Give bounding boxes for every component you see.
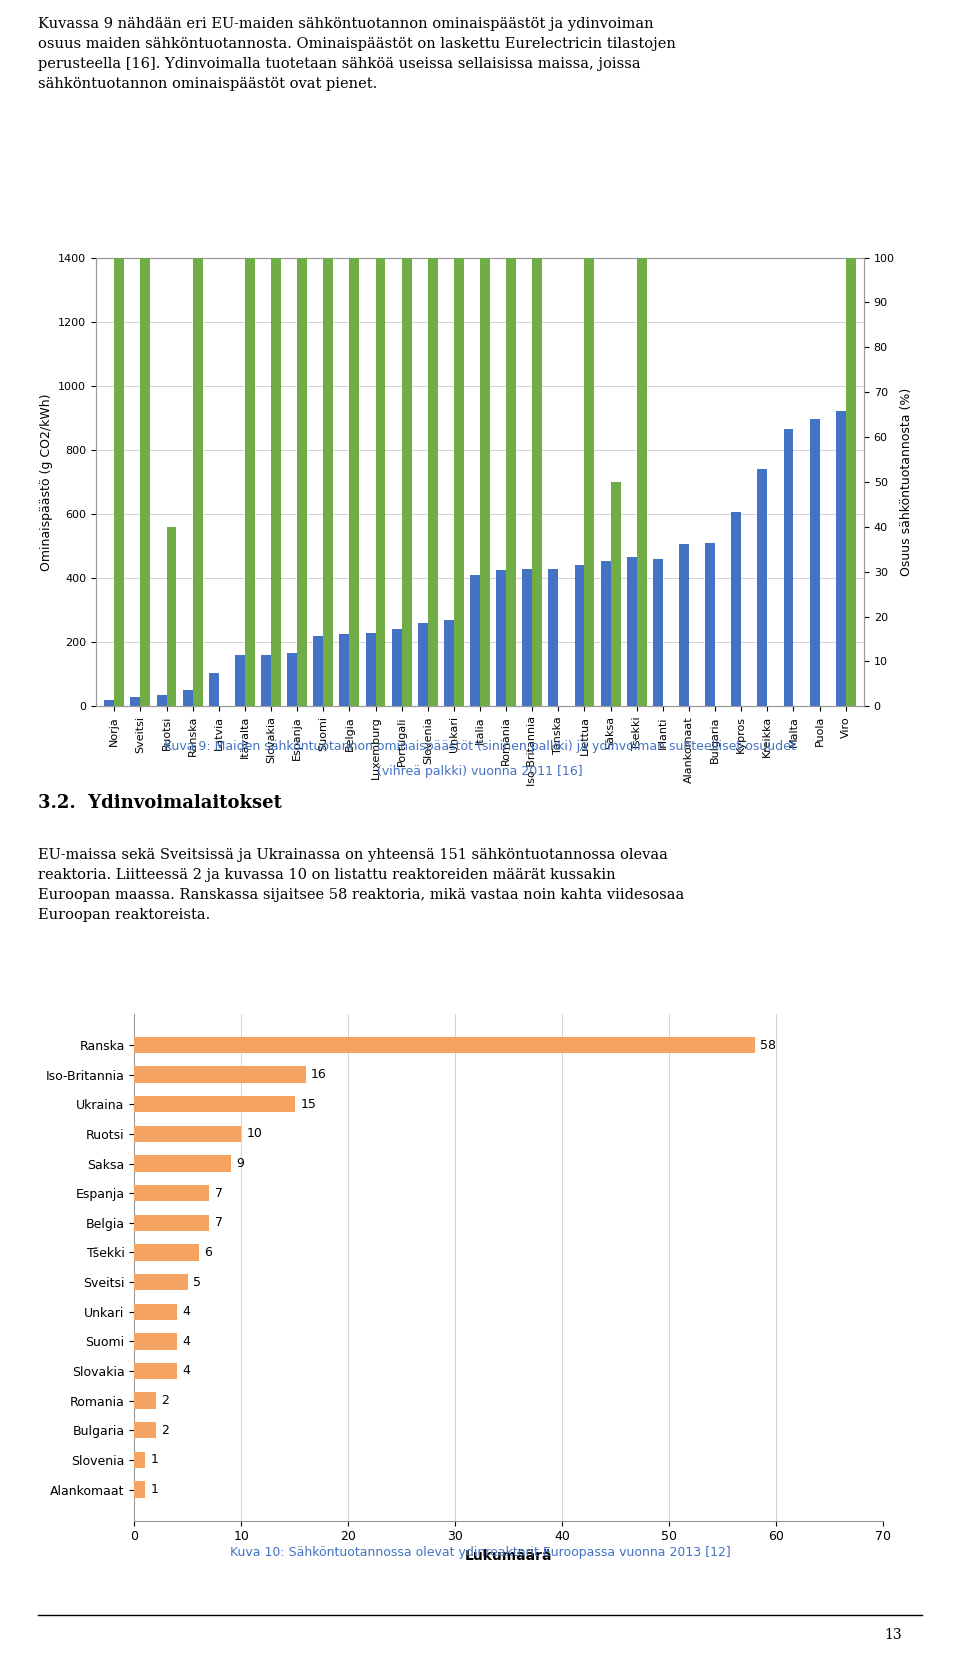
Bar [313,637,324,706]
Bar [418,623,428,706]
Bar [496,570,506,706]
Bar [134,1037,755,1054]
Bar [114,0,124,706]
Bar [134,1245,199,1260]
Text: 9: 9 [236,1157,244,1170]
Text: 2: 2 [161,1424,169,1436]
Bar [392,630,401,706]
Bar [287,653,298,706]
Bar [134,1423,156,1438]
Bar [298,0,307,706]
Text: Kuva 10: Sähköntuotannossa olevat ydinreaktorit Euroopassa vuonna 2013 [12]: Kuva 10: Sähköntuotannossa olevat ydinre… [229,1546,731,1559]
Bar [340,635,349,706]
Bar [585,0,594,706]
Bar [134,1451,145,1468]
Bar [401,0,412,706]
Text: 1: 1 [151,1453,158,1466]
Text: 2: 2 [161,1394,169,1408]
Bar [611,482,620,706]
Text: Kuvassa 9 nähdään eri EU-maiden sähköntuotannon ominaispäästöt ja ydinvoiman
osu: Kuvassa 9 nähdään eri EU-maiden sähköntu… [38,17,676,91]
Bar [653,558,662,706]
Bar [532,0,542,706]
Bar [454,0,464,706]
Bar [134,1097,295,1112]
Bar [428,0,438,706]
Bar [131,696,140,706]
Bar [506,0,516,706]
Bar [480,0,490,706]
Bar [193,0,203,706]
X-axis label: Lukumäärä: Lukumäärä [465,1549,553,1562]
Bar [209,673,219,706]
Bar [134,1155,230,1172]
Bar [627,557,636,706]
Bar [134,1303,178,1320]
Bar [757,469,767,706]
Text: 7: 7 [215,1217,223,1230]
Bar [261,655,271,706]
Text: Kuva 9: Maiden sähköntuotannon ominaispäästöt (sininen palkki) ja ydinvoiman suh: Kuva 9: Maiden sähköntuotannon ominaispä… [164,740,796,753]
Bar [846,0,855,706]
Y-axis label: Osuus sähköntuotannosta (%): Osuus sähköntuotannosta (%) [900,387,913,577]
Text: (vihreä palkki) vuonna 2011 [16]: (vihreä palkki) vuonna 2011 [16] [377,765,583,778]
Text: 4: 4 [182,1335,190,1348]
Text: 15: 15 [300,1099,316,1110]
Bar [575,565,585,706]
Text: 10: 10 [247,1127,263,1140]
Bar [601,560,611,706]
Bar [679,545,689,706]
Text: 13: 13 [885,1629,902,1642]
Bar [235,655,245,706]
Text: 4: 4 [182,1305,190,1318]
Bar [522,568,532,706]
Bar [245,0,254,706]
Bar [349,0,359,706]
Bar [732,512,741,706]
Bar [324,0,333,706]
Text: 58: 58 [760,1039,777,1052]
Bar [134,1215,209,1232]
Text: 3.2.  Ydinvoimalaitokset: 3.2. Ydinvoimalaitokset [38,794,282,813]
Bar [470,575,480,706]
Bar [271,0,281,706]
Bar [783,429,794,706]
Bar [134,1275,188,1290]
Bar [134,1363,178,1379]
Bar [134,1067,305,1084]
Y-axis label: Ominaispäästö (g CO2/kWh): Ominaispäästö (g CO2/kWh) [39,394,53,570]
Bar [134,1125,241,1142]
Bar [140,0,151,706]
Bar [166,527,177,706]
Bar [182,690,193,706]
Bar [134,1481,145,1497]
Bar [444,620,454,706]
Bar [706,543,715,706]
Bar [548,568,559,706]
Text: 7: 7 [215,1187,223,1200]
Bar [156,695,166,706]
Text: 5: 5 [193,1276,202,1288]
Text: 6: 6 [204,1246,212,1258]
Text: EU-maissa sekä Sveitsissä ja Ukrainassa on yhteensä 151 sähköntuotannossa olevaa: EU-maissa sekä Sveitsissä ja Ukrainassa … [38,848,684,922]
Text: 16: 16 [311,1069,326,1082]
Bar [809,419,820,706]
Text: 4: 4 [182,1365,190,1378]
Bar [134,1185,209,1202]
Bar [375,0,385,706]
Bar [105,700,114,706]
Bar [636,0,647,706]
Text: 1: 1 [151,1483,158,1496]
Bar [836,412,846,706]
Bar [134,1393,156,1409]
Bar [134,1333,178,1350]
Bar [366,633,375,706]
